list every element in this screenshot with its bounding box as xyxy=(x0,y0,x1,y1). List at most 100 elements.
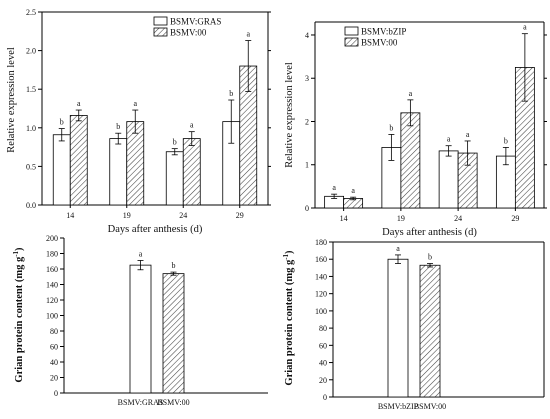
y-axis-title: Relative expression level xyxy=(284,62,295,168)
y-tick-label: 100 xyxy=(315,307,327,316)
y-tick-label: 100 xyxy=(46,312,58,321)
y-tick-label: 40 xyxy=(50,358,58,367)
legend-swatch xyxy=(153,16,168,26)
y-tick-label: 0 xyxy=(323,393,327,402)
y-tick-label: 160 xyxy=(315,255,327,264)
significance-letter: a xyxy=(246,30,250,39)
significance-letter: a xyxy=(190,121,194,130)
bar xyxy=(126,121,145,206)
bar xyxy=(419,264,441,398)
significance-letter: a xyxy=(139,249,143,258)
significance-letter: a xyxy=(332,183,336,192)
x-category-label: BSMV:00 xyxy=(157,398,189,407)
x-tick-label: 24 xyxy=(454,214,462,223)
significance-letter: b xyxy=(60,118,64,127)
y-tick-label: 60 xyxy=(50,343,58,352)
y-tick-label: 200 xyxy=(46,234,58,243)
legend-swatch xyxy=(344,37,359,47)
legend-label: BSMV:bZIP xyxy=(361,27,406,37)
chart-top-left: 0.0 0.5 1.0 1.5 2.0 2.5 14 b a 19 b a 24 b a 29 b a Days a… xyxy=(6,8,271,235)
chart-top-right: 0 1 2 3 4 14 a a 19 b a 24 a a 29 b a Days after anthesis… xyxy=(284,21,547,238)
y-tick-label: 1 xyxy=(305,161,309,170)
y-tick-label: 180 xyxy=(46,250,58,259)
x-tick-label: 14 xyxy=(66,211,74,220)
significance-letter: b xyxy=(116,122,120,131)
bar xyxy=(165,151,184,206)
bar xyxy=(400,112,421,209)
chart-bottom-left: 0 20 40 60 80 100 120 140 160 180 200 a BSMV:GRAS b BS… xyxy=(12,234,268,407)
y-tick-label: 2 xyxy=(305,117,309,126)
y-tick-label: 2.0 xyxy=(26,47,36,56)
legend-label: BSMV:00 xyxy=(361,38,398,48)
x-axis-title: Days after anthesis (d) xyxy=(382,227,477,238)
y-axis-title-main: Grian protein content (mg g xyxy=(284,259,295,386)
significance-letter: b xyxy=(173,138,177,147)
y-tick-label: 80 xyxy=(50,327,58,336)
y-tick-label: 120 xyxy=(46,296,58,305)
y-tick-label: 40 xyxy=(319,359,327,368)
y-tick-label: 140 xyxy=(315,272,327,281)
significance-letter: a xyxy=(77,99,81,108)
x-category-label: BSMV:00 xyxy=(414,402,446,411)
y-tick-label: 20 xyxy=(319,376,327,385)
significance-letter: b xyxy=(389,123,393,132)
y-tick-label: 140 xyxy=(46,281,58,290)
y-tick-label: 120 xyxy=(315,290,327,299)
y-tick-label: 20 xyxy=(50,374,58,383)
legend-label: BSMV:GRAS xyxy=(170,17,221,27)
y-tick-label: 180 xyxy=(315,238,327,247)
y-axis-title-superscript: -1 xyxy=(282,253,290,259)
y-axis-title-main: Grian protein content (mg g xyxy=(14,256,25,383)
significance-letter: b xyxy=(172,261,176,270)
significance-letter: a xyxy=(466,130,470,139)
y-tick-label: 0 xyxy=(54,389,58,398)
y-tick-label: 160 xyxy=(46,265,58,274)
bar xyxy=(182,138,201,206)
bar xyxy=(52,134,71,206)
y-axis-title: Relative expression level xyxy=(6,47,17,153)
bar xyxy=(129,264,152,394)
x-tick-label: 29 xyxy=(236,211,244,220)
y-axis-title-tail: ) xyxy=(14,247,25,251)
y-tick-label: 4 xyxy=(305,31,309,40)
bar xyxy=(162,273,185,394)
x-tick-label: 29 xyxy=(511,214,519,223)
bar xyxy=(387,258,409,398)
x-tick-label: 19 xyxy=(397,214,405,223)
y-axis-title: Grian protein content (mg g-1) xyxy=(12,247,25,383)
chart-bottom-right: 0 20 40 60 80 100 120 140 160 180 a BSMV:bZIP b BSMV:… xyxy=(282,238,545,411)
y-tick-label: 1.0 xyxy=(26,124,36,133)
bar xyxy=(69,115,88,206)
significance-letter: b xyxy=(428,253,432,262)
y-axis-title: Grian protein content (mg g-1) xyxy=(282,250,295,386)
y-tick-label: 2.5 xyxy=(26,8,36,17)
y-tick-label: 0.5 xyxy=(26,162,36,171)
significance-letter: b xyxy=(229,89,233,98)
significance-letter: a xyxy=(409,89,413,98)
y-tick-label: 3 xyxy=(305,74,309,83)
significance-letter: a xyxy=(351,186,355,195)
y-tick-label: 0 xyxy=(305,204,309,213)
significance-letter: a xyxy=(523,23,527,32)
legend-swatch xyxy=(344,26,359,36)
x-tick-label: 19 xyxy=(123,211,131,220)
y-tick-label: 0.0 xyxy=(26,201,36,210)
x-tick-label: 24 xyxy=(179,211,187,220)
x-tick-label: 14 xyxy=(340,214,348,223)
legend-label: BSMV:00 xyxy=(170,28,207,38)
y-tick-label: 1.5 xyxy=(26,85,36,94)
significance-letter: a xyxy=(133,99,137,108)
x-category-label: BSMV:bZIP xyxy=(378,402,419,411)
y-tick-label: 80 xyxy=(319,324,327,333)
bar xyxy=(438,150,459,209)
bar xyxy=(109,138,128,206)
legend-swatch xyxy=(153,27,168,37)
significance-letter: b xyxy=(504,136,508,145)
x-axis-title: Days after anthesis (d) xyxy=(108,224,203,235)
significance-letter: a xyxy=(396,244,400,253)
y-axis-title-tail: ) xyxy=(284,250,295,254)
x-category-label: BSMV:GRAS xyxy=(118,398,164,407)
y-tick-label: 60 xyxy=(319,341,327,350)
y-axis-title-superscript: -1 xyxy=(12,250,20,256)
